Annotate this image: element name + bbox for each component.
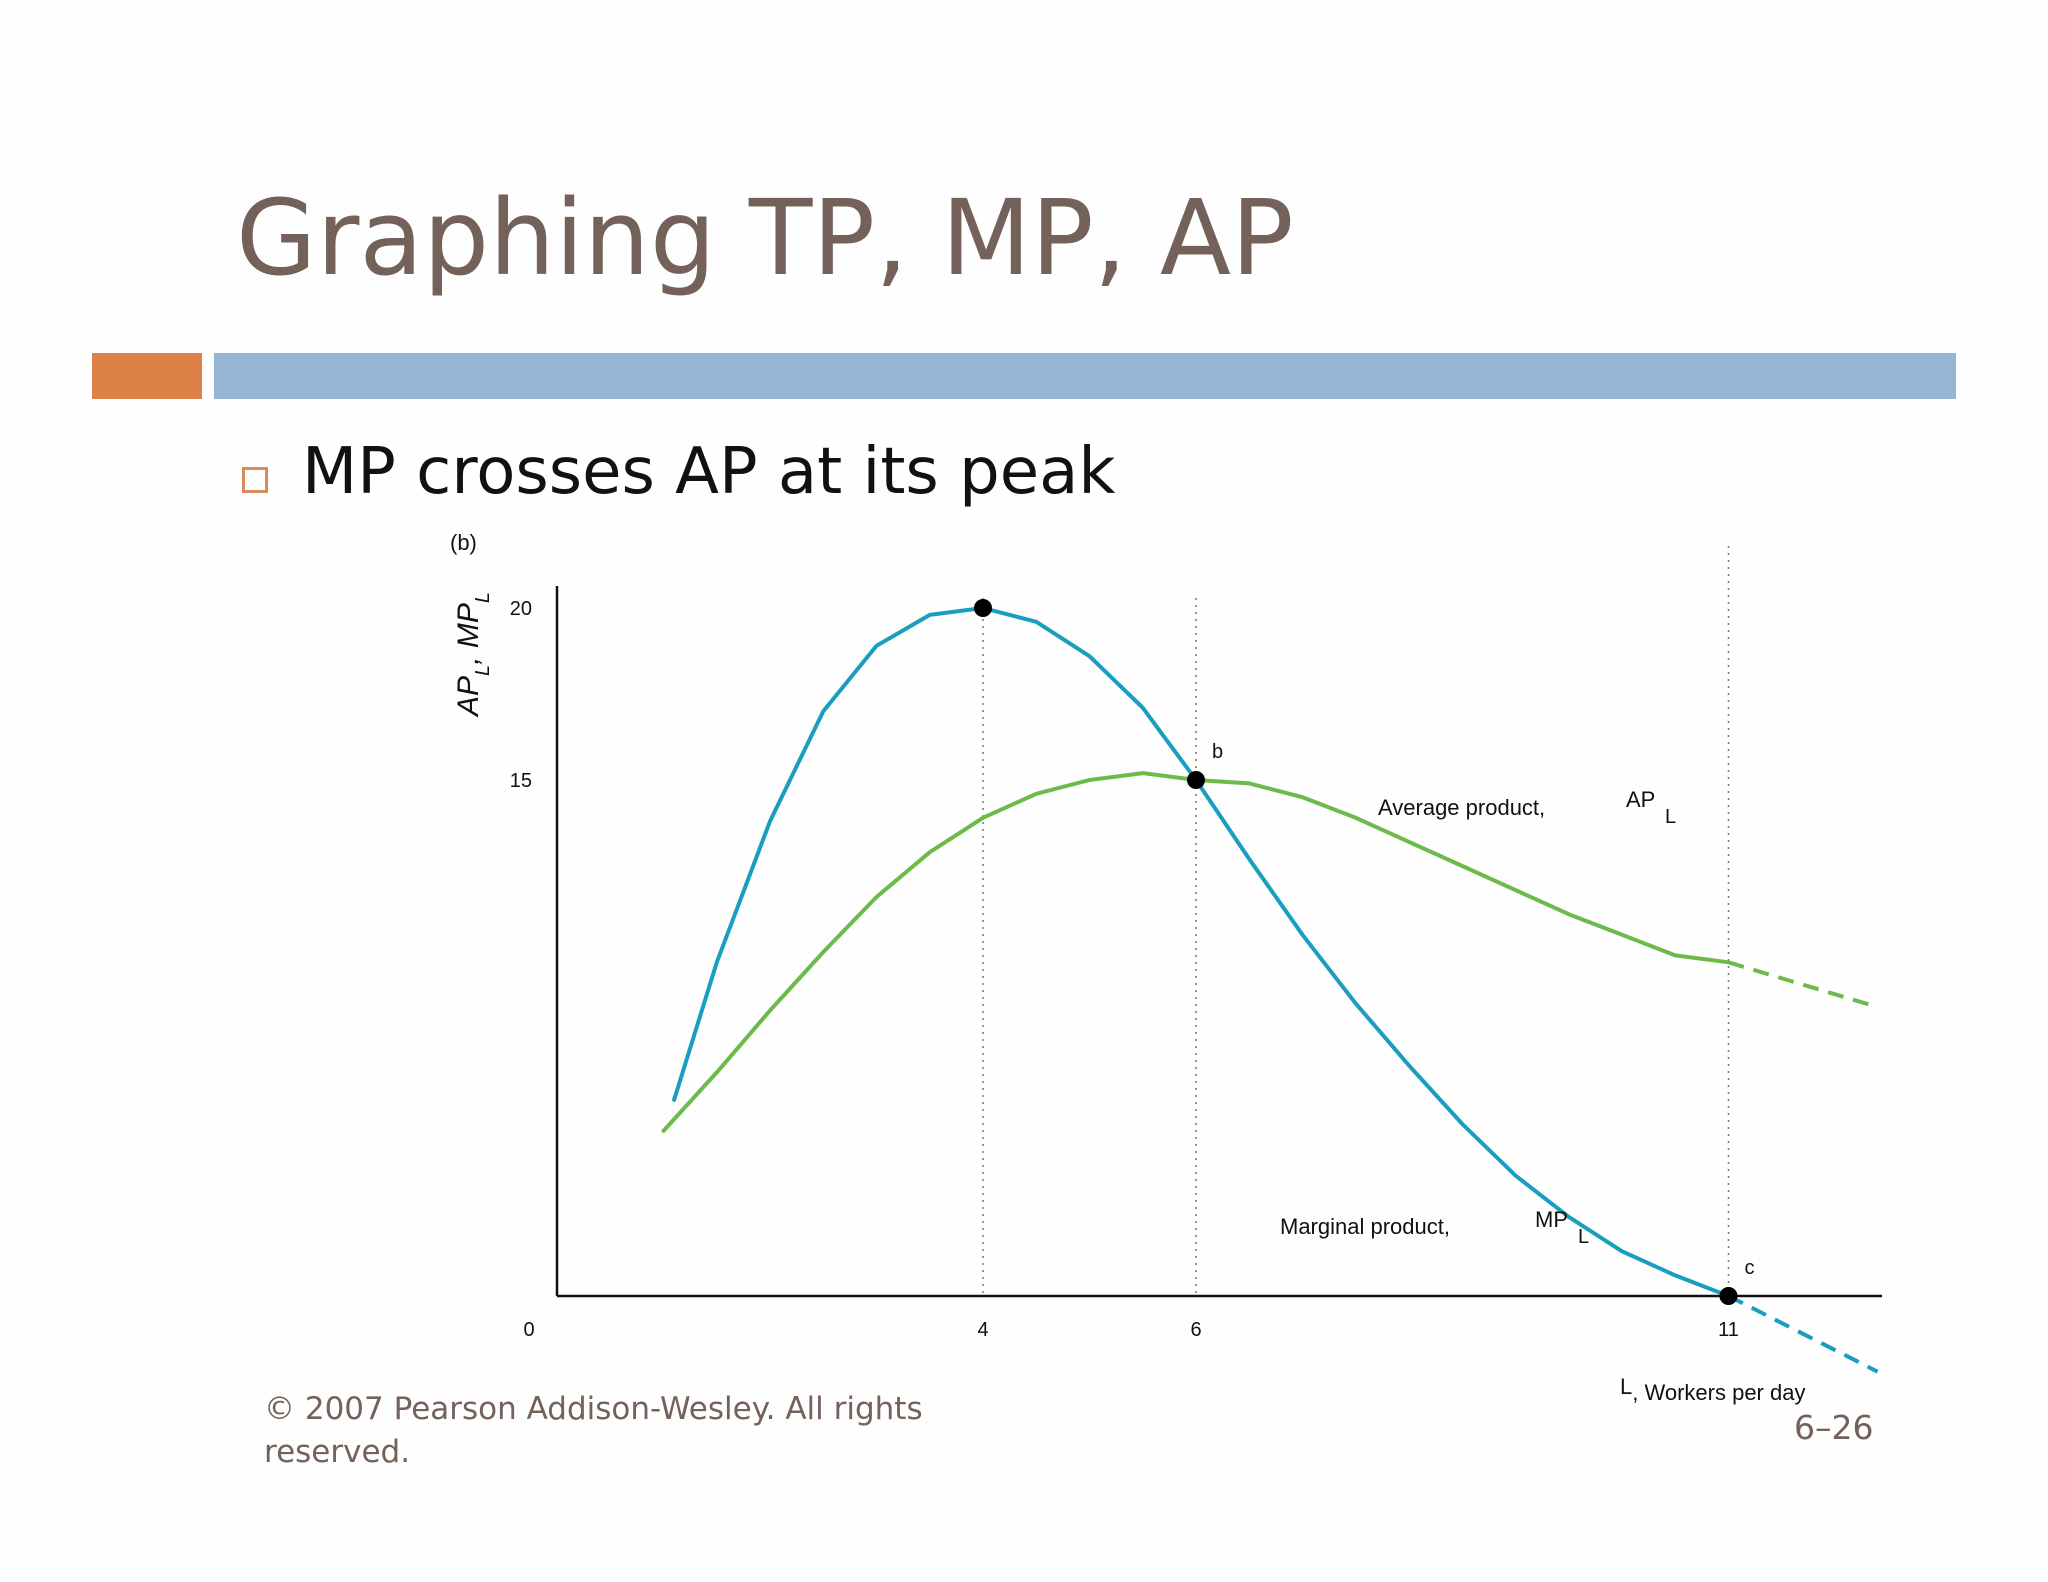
y-axis-label: APL, MPL: [452, 592, 494, 718]
panel-label: (b): [450, 530, 477, 555]
origin-label: 0: [523, 1319, 534, 1341]
x-tick-4: 4: [977, 1319, 988, 1341]
mp-label-subscript: L: [1578, 1226, 1589, 1248]
point-b: [1187, 771, 1205, 789]
copyright-line-2: reserved.: [264, 1434, 411, 1470]
title-accent-bar-orange: [92, 353, 202, 399]
bullet-text: MP crosses AP at its peak: [302, 435, 1116, 509]
point-mp-peak: [974, 599, 992, 617]
ap-curve-extension: [1727, 960, 1879, 1009]
ap-label: Average product,: [1378, 795, 1545, 820]
ap-label-symbol: AP: [1626, 787, 1655, 812]
x-tick-6: 6: [1190, 1319, 1201, 1341]
slide-number: 6–26: [1794, 1408, 1874, 1447]
copyright-line-1: © 2007 Pearson Addison-Wesley. All right…: [264, 1391, 923, 1427]
copyright-footer: © 2007 Pearson Addison-Wesley. All right…: [264, 1388, 923, 1474]
mp-label-symbol: MP: [1535, 1207, 1568, 1232]
x-tick-11: 11: [1718, 1319, 1739, 1341]
ap-curve: [661, 771, 1731, 1133]
title-accent-bar-blue: [214, 353, 1956, 399]
x-axis-label: L, Workers per day: [1620, 1374, 1805, 1405]
mp-curve: [672, 606, 1731, 1298]
slide-title: Graphing TP, MP, AP: [236, 177, 1294, 299]
guide-lines: [982, 546, 1730, 1296]
y-tick-20: 20: [510, 598, 532, 620]
point-c: [1719, 1287, 1738, 1305]
mp-label: Marginal product,: [1280, 1214, 1450, 1239]
point-label-c: c: [1745, 1257, 1755, 1279]
mp-curve-extension: [1727, 1294, 1879, 1374]
ap-label-subscript: L: [1665, 806, 1676, 828]
point-label-b: b: [1212, 741, 1223, 763]
y-tick-15: 15: [510, 770, 532, 792]
bullet-square-icon: [242, 467, 268, 493]
